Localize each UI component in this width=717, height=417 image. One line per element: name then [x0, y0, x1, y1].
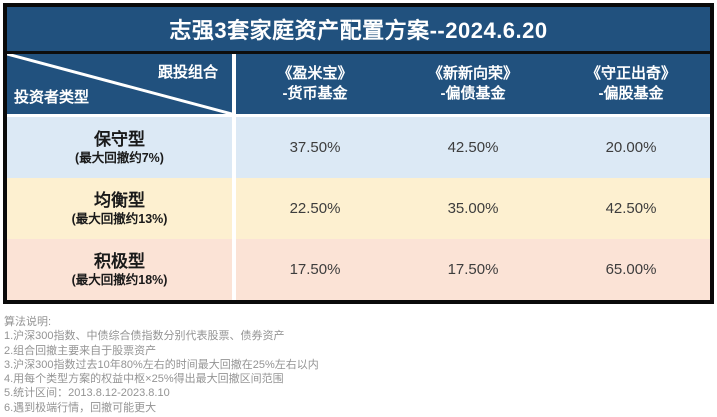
notes-heading: 算法说明: [4, 316, 52, 328]
cell-value: 17.50% [289, 261, 341, 278]
cell-allocation: 65.00% [552, 239, 710, 300]
row-header-cell: 积极型 (最大回撤约18%) [7, 239, 236, 300]
cell-value: 42.50% [447, 139, 499, 156]
note-line: 3.沪深300指数过去10年80%左右的时间最大回撤在25%左右以内 [4, 358, 319, 371]
table-header-row: 跟投组合 投资者类型 《盈米宝》 -货币基金 《新新向荣》 -偏债基金 《守正出… [7, 54, 710, 117]
cell-allocation: 17.50% [394, 239, 552, 300]
cell-allocation: 35.00% [394, 178, 552, 239]
column-subtitle: -偏股基金 [598, 85, 664, 102]
corner-header-cell: 跟投组合 投资者类型 [7, 54, 236, 114]
row-drawdown-note: (最大回撤约18%) [71, 273, 168, 287]
cell-allocation: 20.00% [552, 117, 710, 178]
row-label: 保守型 [94, 129, 145, 149]
table-row-conservative: 保守型 (最大回撤约7%) 37.50% 42.50% 20.00% [7, 117, 710, 178]
cell-allocation: 22.50% [236, 178, 394, 239]
algorithm-notes: 算法说明: 1.沪深300指数、中债综合债指数分别代表股票、债券资产 2.组合回… [4, 315, 704, 415]
note-line: 1.沪深300指数、中债综合债指数分别代表股票、债券资产 [4, 330, 285, 343]
corner-label-investor-type: 投资者类型 [14, 89, 90, 106]
asset-allocation-table: 志强3套家庭资产配置方案--2024.6.20 跟投组合 投资者类型 《盈米宝》… [3, 3, 714, 304]
note-line: 4.用每个类型方案的权益中枢×25%得出最大回撤区间范围 [4, 373, 284, 386]
page-title: 志强3套家庭资产配置方案--2024.6.20 [7, 7, 710, 54]
row-drawdown-note: (最大回撤约7%) [75, 151, 164, 165]
column-name: 《新新向荣》 [427, 64, 518, 82]
cell-allocation: 37.50% [236, 117, 394, 178]
corner-label-portfolio: 跟投组合 [157, 64, 218, 81]
note-line: 2.组合回撤主要来自于股票资产 [4, 344, 157, 357]
column-subtitle: -货币基金 [282, 85, 348, 102]
row-label: 积极型 [94, 251, 145, 271]
cell-value: 35.00% [447, 200, 499, 217]
cell-allocation: 42.50% [394, 117, 552, 178]
cell-value: 65.00% [605, 261, 657, 278]
column-header-yingmibao: 《盈米宝》 -货币基金 [236, 54, 394, 114]
table-row-aggressive: 积极型 (最大回撤约18%) 17.50% 17.50% 65.00% [7, 239, 710, 300]
diagonal-divider-line [7, 54, 232, 114]
note-line: 6.遇到极端行情，回撤可能更大 [4, 401, 157, 414]
column-header-xinxinxiangrong: 《新新向荣》 -偏债基金 [394, 54, 552, 114]
cell-allocation: 42.50% [552, 178, 710, 239]
table-row-balanced: 均衡型 (最大回撤约13%) 22.50% 35.00% 42.50% [7, 178, 710, 239]
cell-value: 17.50% [447, 261, 499, 278]
cell-value: 37.50% [289, 139, 341, 156]
cell-value: 42.50% [605, 200, 657, 217]
cell-value: 20.00% [605, 139, 657, 156]
row-drawdown-note: (最大回撤约13%) [71, 212, 168, 226]
row-label: 均衡型 [94, 190, 145, 210]
cell-value: 22.50% [289, 200, 341, 217]
column-name: 《守正出奇》 [585, 64, 676, 82]
column-subtitle: -偏债基金 [440, 85, 506, 102]
row-header-cell: 均衡型 (最大回撤约13%) [7, 178, 236, 239]
note-line: 5.统计区间：2013.8.12-2023.8.10 [4, 387, 170, 400]
column-header-shouzhengchuqi: 《守正出奇》 -偏股基金 [552, 54, 710, 114]
row-header-cell: 保守型 (最大回撤约7%) [7, 117, 236, 178]
column-name: 《盈米宝》 [277, 64, 353, 82]
cell-allocation: 17.50% [236, 239, 394, 300]
